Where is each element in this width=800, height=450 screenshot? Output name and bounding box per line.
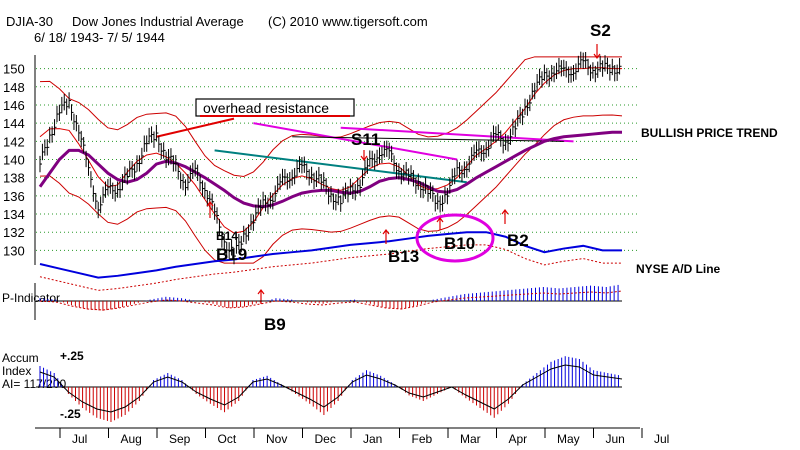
y-tick-label: 138 — [3, 171, 25, 186]
accum-top-label: +.25 — [60, 349, 84, 363]
lower-band — [39, 114, 623, 264]
x-tick-label: Mar — [460, 432, 481, 446]
signal-b13: B13 — [388, 247, 419, 266]
trendline — [214, 149, 467, 184]
y-tick-label: 140 — [3, 153, 25, 168]
y-tick-label: 150 — [3, 62, 25, 77]
trendline — [292, 136, 564, 142]
accum-bottom-label: -.25 — [60, 407, 81, 421]
x-tick-label: May — [557, 432, 580, 446]
x-tick-label: Aug — [121, 432, 142, 446]
trendline — [253, 122, 458, 161]
y-tick-label: 146 — [3, 98, 25, 113]
signal-arrowhead — [206, 201, 214, 207]
x-tick-label: Nov — [266, 432, 287, 446]
chart-title: Dow Jones Industrial Average — [72, 14, 244, 29]
p-indicator-label: P-Indicator — [2, 291, 60, 305]
x-tick-label: Jul — [72, 432, 87, 446]
signal-b19: B19 — [216, 245, 247, 264]
ad-line-ma — [39, 244, 622, 291]
y-tick-label: 130 — [3, 243, 25, 258]
price-bars — [39, 51, 622, 265]
x-tick-label: Oct — [218, 432, 237, 446]
y-tick-label: 134 — [3, 207, 25, 222]
nyse-ad-line — [39, 231, 622, 291]
accum-ma — [39, 364, 623, 413]
y-tick-label: 136 — [3, 189, 25, 204]
ad-line-path — [39, 231, 622, 279]
signal-s11: S11 — [351, 130, 380, 149]
x-tick-label: Feb — [412, 432, 433, 446]
signal-arrowhead — [382, 229, 390, 235]
chart-date-range: 6/ 18/ 1943- 7/ 5/ 1944 — [34, 30, 165, 45]
price-y-axis: 130 132 134 136 138 140 142 144 146 148 150 — [3, 62, 25, 259]
bullish-trend-label: BULLISH PRICE TREND — [641, 126, 778, 140]
signal-b9: B9 — [264, 315, 286, 334]
signal-s2: S2 — [590, 21, 611, 40]
trendline — [340, 126, 574, 143]
signal-b2: B2 — [507, 231, 529, 250]
b10-circle — [415, 213, 495, 263]
trendlines — [156, 117, 574, 184]
nyse-ad-label: NYSE A/D Line — [636, 262, 721, 276]
price-gridlines — [36, 68, 640, 251]
signal-arrowhead — [257, 289, 265, 295]
signal-arrowhead — [501, 209, 509, 215]
accum-label-1: Accum — [2, 351, 39, 365]
accum-index-bars — [36, 356, 623, 422]
y-tick-label: 148 — [3, 80, 25, 95]
signal-markers: S2 S11 B14 B19 B9 B13 B10 B2 — [206, 21, 611, 334]
signal-arrowhead — [593, 53, 601, 59]
x-tick-label: Apr — [509, 432, 528, 446]
chart-copyright: (C) 2010 www.tigersoft.com — [268, 14, 428, 29]
signal-b10: B10 — [444, 234, 475, 253]
p-indicator-bars — [36, 284, 623, 311]
y-tick-label: 132 — [3, 225, 25, 240]
chart-symbol: DJIA-30 — [6, 14, 53, 29]
trendline — [156, 117, 235, 138]
x-tick-label: Jun — [606, 432, 625, 446]
x-tick-label: Jul — [654, 432, 669, 446]
accum-label-2: Index — [2, 364, 31, 378]
x-tick-label: Sep — [169, 432, 191, 446]
y-tick-label: 144 — [3, 116, 25, 131]
p-indicator-ma — [39, 290, 623, 311]
overhead-resistance-label: overhead resistance — [203, 100, 329, 116]
x-tick-label: Jan — [363, 432, 382, 446]
x-tick-label: Dec — [315, 432, 336, 446]
signal-b14: B14 — [216, 229, 238, 243]
x-axis: Jul Aug Sep Oct Nov Dec Jan Feb Mar Apr May Jun Jul — [59, 428, 669, 446]
y-tick-label: 142 — [3, 134, 25, 149]
signal-arrowhead — [436, 217, 444, 223]
signal-arrowhead — [360, 155, 368, 161]
